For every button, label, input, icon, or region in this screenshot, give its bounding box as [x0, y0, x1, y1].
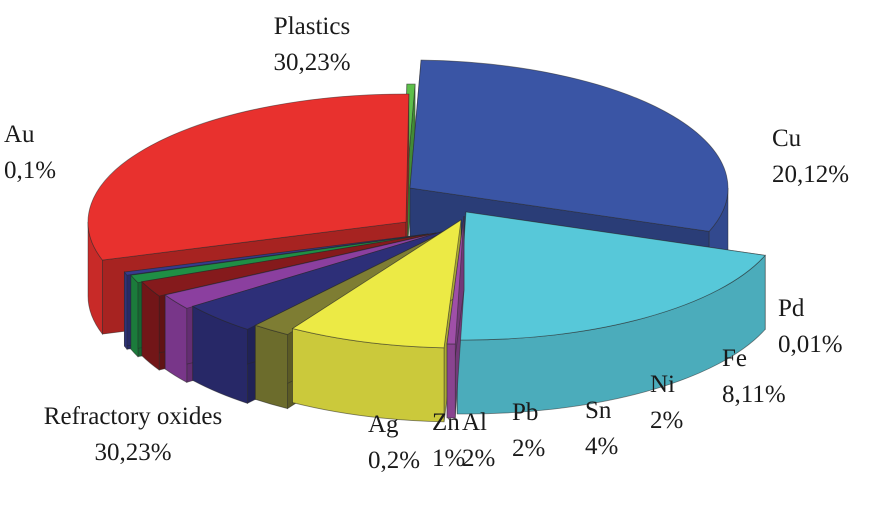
- slice-pd-top: [446, 215, 465, 345]
- label-pd-name: Pd: [778, 295, 805, 322]
- label-au-name: Au: [4, 121, 35, 148]
- label-zn: Zn 1%: [432, 409, 465, 472]
- label-ag-name: Ag: [368, 411, 399, 438]
- slice-cu-top: [456, 211, 766, 341]
- label-plastics: Plastics 30,23%: [273, 13, 350, 76]
- label-fe-value: 8,11%: [722, 381, 786, 408]
- slice-cu: [456, 211, 766, 415]
- slice-al-top: [141, 232, 437, 297]
- slice-ni-top: [254, 225, 457, 336]
- slice-refractory-oxides-top: [87, 93, 410, 261]
- label-ni-value: 2%: [650, 407, 683, 434]
- slice-fe-top: [291, 219, 462, 349]
- slice-sn-top: [191, 229, 449, 330]
- label-au-value: 0,1%: [4, 157, 56, 184]
- label-plastics-name: Plastics: [274, 13, 350, 40]
- label-ni: Ni 2%: [650, 371, 683, 434]
- label-cu: Cu 20,12%: [772, 125, 849, 188]
- label-ni-name: Ni: [650, 371, 675, 398]
- label-sn-value: 4%: [585, 433, 618, 460]
- slice-zn-wall-0: [130, 274, 139, 358]
- label-plastics-value: 30,23%: [273, 49, 350, 76]
- label-zn-value: 1%: [432, 445, 465, 472]
- label-al-name: Al: [462, 409, 487, 436]
- label-al-value: 2%: [462, 445, 495, 472]
- label-pd-value: 0,01%: [778, 331, 843, 358]
- slice-ag-top: [123, 233, 429, 276]
- slice-pd: [446, 215, 465, 419]
- label-cu-name: Cu: [772, 125, 802, 152]
- pie-labels: Plastics 30,23% Cu 20,12% Pd 0,01% Fe 8,11% Ni 2%…: [4, 13, 849, 474]
- label-pb: Pb 2%: [512, 399, 545, 462]
- label-refractory-oxides: Refractory oxides 30,23%: [44, 403, 222, 466]
- label-sn: Sn 4%: [585, 397, 618, 460]
- label-pb-value: 2%: [512, 435, 545, 462]
- slice-ni-wall-0: [254, 324, 288, 410]
- slice-pb-top: [164, 231, 443, 309]
- label-pb-name: Pb: [512, 399, 538, 426]
- slice-pd-wall-0: [446, 343, 456, 419]
- label-zn-name: Zn: [432, 409, 460, 436]
- slice-plastics-top: [409, 59, 729, 232]
- slice-pb-wall-0: [164, 294, 188, 384]
- slice-ag-wall-0: [123, 270, 128, 351]
- slice-al-wall-0: [141, 280, 160, 371]
- label-fe: Fe 8,11%: [722, 345, 786, 408]
- label-cu-value: 20,12%: [772, 161, 849, 188]
- label-refractory-oxides-name: Refractory oxides: [44, 403, 222, 430]
- label-ag-value: 0,2%: [368, 447, 420, 474]
- pie-slices: [87, 59, 766, 423]
- label-au: Au 0,1%: [4, 121, 56, 184]
- label-fe-name: Fe: [722, 345, 747, 372]
- label-refractory-oxides-value: 30,23%: [94, 439, 171, 466]
- label-ag: Ag 0,2%: [368, 411, 420, 474]
- label-sn-name: Sn: [585, 397, 612, 424]
- label-pd: Pd 0,01%: [778, 295, 843, 358]
- label-al: Al 2%: [462, 409, 495, 472]
